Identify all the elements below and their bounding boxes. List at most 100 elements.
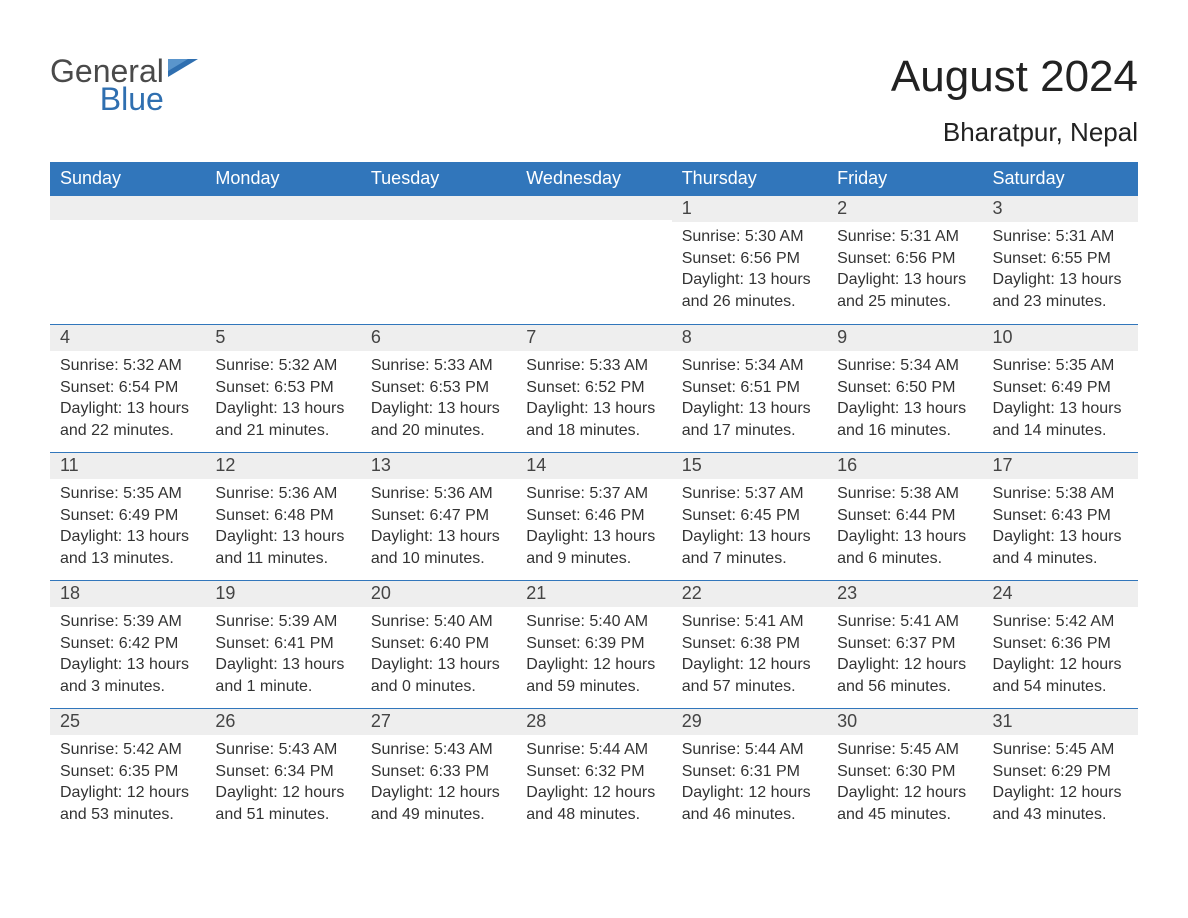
day-number: 11 — [50, 453, 205, 479]
day-details: Sunrise: 5:35 AMSunset: 6:49 PMDaylight:… — [50, 479, 205, 569]
day-number: 3 — [983, 196, 1138, 222]
day-details: Sunrise: 5:42 AMSunset: 6:36 PMDaylight:… — [983, 607, 1138, 697]
daylight-text: Daylight: 13 hours and 22 minutes. — [60, 398, 195, 441]
sunset-text: Sunset: 6:35 PM — [60, 761, 195, 783]
title-block: August 2024 Bharatpur, Nepal — [891, 55, 1138, 148]
page-title: August 2024 — [891, 55, 1138, 99]
day-details: Sunrise: 5:39 AMSunset: 6:42 PMDaylight:… — [50, 607, 205, 697]
sunset-text: Sunset: 6:36 PM — [993, 633, 1128, 655]
calendar-day: 16Sunrise: 5:38 AMSunset: 6:44 PMDayligh… — [827, 453, 982, 580]
daylight-text: Daylight: 13 hours and 13 minutes. — [60, 526, 195, 569]
calendar-day: 10Sunrise: 5:35 AMSunset: 6:49 PMDayligh… — [983, 325, 1138, 452]
daylight-text: Daylight: 13 hours and 0 minutes. — [371, 654, 506, 697]
sunset-text: Sunset: 6:45 PM — [682, 505, 817, 527]
day-details: Sunrise: 5:39 AMSunset: 6:41 PMDaylight:… — [205, 607, 360, 697]
day-number: 29 — [672, 709, 827, 735]
calendar-day: 23Sunrise: 5:41 AMSunset: 6:37 PMDayligh… — [827, 581, 982, 708]
sunrise-text: Sunrise: 5:40 AM — [371, 611, 506, 633]
sunrise-text: Sunrise: 5:37 AM — [526, 483, 661, 505]
day-number — [50, 196, 205, 220]
daylight-text: Daylight: 13 hours and 26 minutes. — [682, 269, 817, 312]
calendar-day: 18Sunrise: 5:39 AMSunset: 6:42 PMDayligh… — [50, 581, 205, 708]
daylight-text: Daylight: 12 hours and 54 minutes. — [993, 654, 1128, 697]
daylight-text: Daylight: 13 hours and 10 minutes. — [371, 526, 506, 569]
sunset-text: Sunset: 6:39 PM — [526, 633, 661, 655]
brand-logo: General Blue — [50, 55, 198, 115]
sunset-text: Sunset: 6:49 PM — [993, 377, 1128, 399]
calendar-day: 5Sunrise: 5:32 AMSunset: 6:53 PMDaylight… — [205, 325, 360, 452]
day-details: Sunrise: 5:43 AMSunset: 6:33 PMDaylight:… — [361, 735, 516, 825]
sunrise-text: Sunrise: 5:41 AM — [682, 611, 817, 633]
calendar-week: 25Sunrise: 5:42 AMSunset: 6:35 PMDayligh… — [50, 708, 1138, 836]
day-number: 21 — [516, 581, 671, 607]
daylight-text: Daylight: 13 hours and 20 minutes. — [371, 398, 506, 441]
day-details: Sunrise: 5:41 AMSunset: 6:38 PMDaylight:… — [672, 607, 827, 697]
day-number: 18 — [50, 581, 205, 607]
sunrise-text: Sunrise: 5:45 AM — [837, 739, 972, 761]
calendar-week: 4Sunrise: 5:32 AMSunset: 6:54 PMDaylight… — [50, 324, 1138, 452]
sunset-text: Sunset: 6:56 PM — [837, 248, 972, 270]
daylight-text: Daylight: 12 hours and 45 minutes. — [837, 782, 972, 825]
sunset-text: Sunset: 6:56 PM — [682, 248, 817, 270]
calendar-day: 20Sunrise: 5:40 AMSunset: 6:40 PMDayligh… — [361, 581, 516, 708]
sunset-text: Sunset: 6:51 PM — [682, 377, 817, 399]
sunset-text: Sunset: 6:54 PM — [60, 377, 195, 399]
calendar-day: 14Sunrise: 5:37 AMSunset: 6:46 PMDayligh… — [516, 453, 671, 580]
calendar-day: 27Sunrise: 5:43 AMSunset: 6:33 PMDayligh… — [361, 709, 516, 836]
daylight-text: Daylight: 13 hours and 25 minutes. — [837, 269, 972, 312]
sunrise-text: Sunrise: 5:43 AM — [371, 739, 506, 761]
page-location: Bharatpur, Nepal — [891, 117, 1138, 148]
day-number: 19 — [205, 581, 360, 607]
day-number — [516, 196, 671, 220]
day-details: Sunrise: 5:35 AMSunset: 6:49 PMDaylight:… — [983, 351, 1138, 441]
day-number: 9 — [827, 325, 982, 351]
daylight-text: Daylight: 13 hours and 21 minutes. — [215, 398, 350, 441]
day-details: Sunrise: 5:33 AMSunset: 6:53 PMDaylight:… — [361, 351, 516, 441]
weekday-header: Tuesday — [361, 162, 516, 196]
day-number: 27 — [361, 709, 516, 735]
calendar-day: 4Sunrise: 5:32 AMSunset: 6:54 PMDaylight… — [50, 325, 205, 452]
day-number — [361, 196, 516, 220]
day-details: Sunrise: 5:42 AMSunset: 6:35 PMDaylight:… — [50, 735, 205, 825]
weekday-header: Friday — [827, 162, 982, 196]
day-number: 12 — [205, 453, 360, 479]
sunset-text: Sunset: 6:53 PM — [371, 377, 506, 399]
sunset-text: Sunset: 6:55 PM — [993, 248, 1128, 270]
day-details: Sunrise: 5:31 AMSunset: 6:56 PMDaylight:… — [827, 222, 982, 312]
weeks-container: 1Sunrise: 5:30 AMSunset: 6:56 PMDaylight… — [50, 196, 1138, 836]
daylight-text: Daylight: 13 hours and 7 minutes. — [682, 526, 817, 569]
day-number: 10 — [983, 325, 1138, 351]
day-details: Sunrise: 5:32 AMSunset: 6:53 PMDaylight:… — [205, 351, 360, 441]
day-number: 1 — [672, 196, 827, 222]
daylight-text: Daylight: 13 hours and 4 minutes. — [993, 526, 1128, 569]
brand-text: General Blue — [50, 55, 164, 115]
day-details: Sunrise: 5:44 AMSunset: 6:32 PMDaylight:… — [516, 735, 671, 825]
calendar-week: 18Sunrise: 5:39 AMSunset: 6:42 PMDayligh… — [50, 580, 1138, 708]
weekday-header: Saturday — [983, 162, 1138, 196]
sunrise-text: Sunrise: 5:44 AM — [682, 739, 817, 761]
calendar-day: 26Sunrise: 5:43 AMSunset: 6:34 PMDayligh… — [205, 709, 360, 836]
day-number: 24 — [983, 581, 1138, 607]
daylight-text: Daylight: 13 hours and 1 minute. — [215, 654, 350, 697]
sunrise-text: Sunrise: 5:33 AM — [371, 355, 506, 377]
sunset-text: Sunset: 6:40 PM — [371, 633, 506, 655]
sunrise-text: Sunrise: 5:40 AM — [526, 611, 661, 633]
daylight-text: Daylight: 13 hours and 9 minutes. — [526, 526, 661, 569]
sunset-text: Sunset: 6:49 PM — [60, 505, 195, 527]
daylight-text: Daylight: 12 hours and 59 minutes. — [526, 654, 661, 697]
day-details: Sunrise: 5:43 AMSunset: 6:34 PMDaylight:… — [205, 735, 360, 825]
sunrise-text: Sunrise: 5:38 AM — [993, 483, 1128, 505]
sunrise-text: Sunrise: 5:42 AM — [60, 739, 195, 761]
calendar-day: 11Sunrise: 5:35 AMSunset: 6:49 PMDayligh… — [50, 453, 205, 580]
sunrise-text: Sunrise: 5:32 AM — [60, 355, 195, 377]
daylight-text: Daylight: 13 hours and 6 minutes. — [837, 526, 972, 569]
calendar-day: 29Sunrise: 5:44 AMSunset: 6:31 PMDayligh… — [672, 709, 827, 836]
day-details: Sunrise: 5:38 AMSunset: 6:44 PMDaylight:… — [827, 479, 982, 569]
sunrise-text: Sunrise: 5:33 AM — [526, 355, 661, 377]
sunset-text: Sunset: 6:31 PM — [682, 761, 817, 783]
calendar-day: 9Sunrise: 5:34 AMSunset: 6:50 PMDaylight… — [827, 325, 982, 452]
calendar-day: 6Sunrise: 5:33 AMSunset: 6:53 PMDaylight… — [361, 325, 516, 452]
flag-icon — [168, 59, 198, 83]
day-details: Sunrise: 5:34 AMSunset: 6:51 PMDaylight:… — [672, 351, 827, 441]
sunset-text: Sunset: 6:42 PM — [60, 633, 195, 655]
